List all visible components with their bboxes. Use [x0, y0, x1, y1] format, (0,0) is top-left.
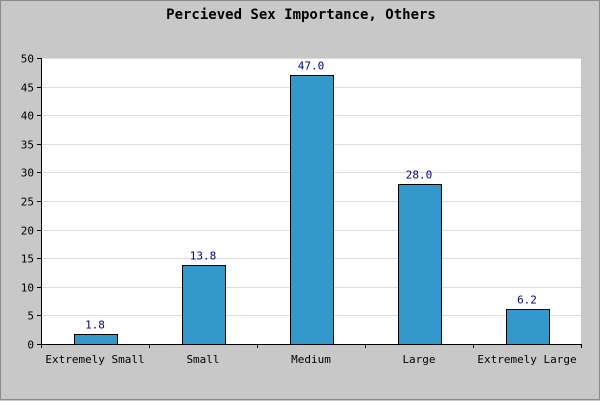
bars: [74, 75, 550, 345]
y-tick-label: 25: [21, 196, 34, 209]
y-tick-label: 10: [21, 282, 34, 295]
bar: [506, 309, 550, 345]
x-tick-label: Large: [402, 353, 435, 366]
y-tick-label: 40: [21, 110, 34, 123]
y-tick-label: 20: [21, 225, 34, 238]
bar: [290, 75, 334, 345]
chart-title: Percieved Sex Importance, Others: [166, 7, 436, 23]
data-label: 1.8: [85, 319, 105, 332]
y-tick-label: 15: [21, 253, 34, 266]
x-tick-label: Extremely Large: [477, 353, 576, 366]
y-tick-label: 45: [21, 82, 34, 95]
x-tick-label: Extremely Small: [45, 353, 144, 366]
axes: [37, 58, 582, 348]
y-tick-label: 0: [27, 339, 34, 352]
data-label: 47.0: [298, 60, 325, 73]
data-label: 28.0: [406, 169, 433, 182]
data-label: 6.2: [517, 294, 537, 307]
y-tick-label: 30: [21, 167, 34, 180]
x-tick-label: Small: [186, 353, 219, 366]
y-tick-label: 50: [21, 53, 34, 66]
data-label: 13.8: [190, 250, 217, 263]
y-tick-label: 35: [21, 139, 34, 152]
y-tick-label: 5: [27, 310, 34, 323]
bar: [182, 265, 226, 345]
labels: 0 5 10 15 20 25 30 35 40 45 50 1.8 Extremely Small 13…: [21, 53, 577, 367]
bar: [74, 334, 118, 345]
bar: [398, 184, 442, 345]
x-tick-label: Medium: [291, 353, 331, 366]
